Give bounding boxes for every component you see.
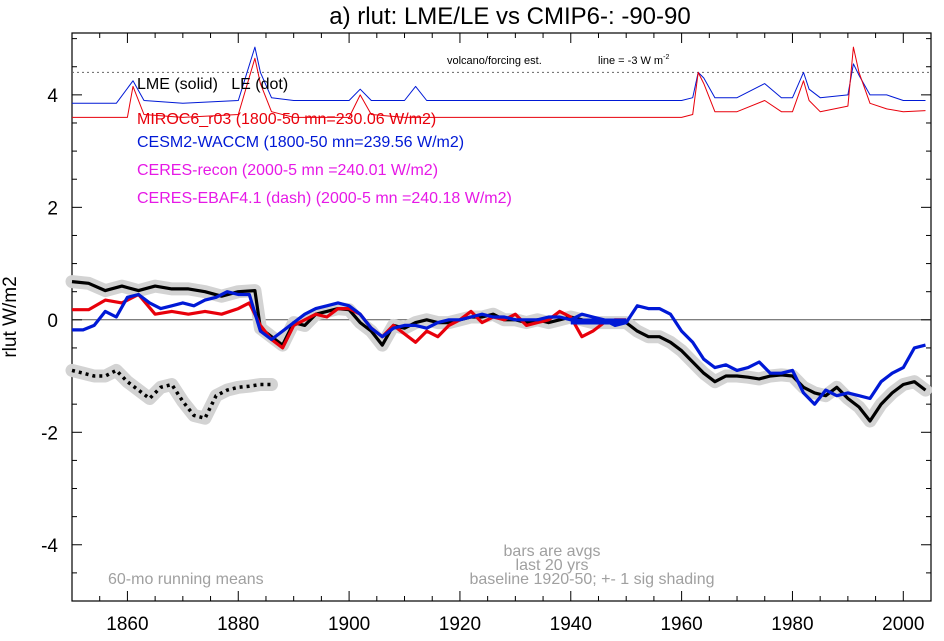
bars-note-2: last 20 yrs [516,557,589,574]
x-tick-label: 1860 [106,614,148,635]
y-tick-label: -2 [41,423,58,444]
y-tick-label: 2 [47,198,58,219]
legend-entry-miroc: MIROC6_r03 (1800-50 mn=230.06 W/m2) [137,111,436,128]
x-tick-label: 1900 [328,614,370,635]
legend-entry-ceres-recon: CERES-recon (2000-5 mn =240.01 W/m2) [137,162,438,179]
forcing-line-volcano-forcing-est-cesm [72,46,926,104]
bars-note-1: bars are avgs [504,543,601,560]
forcing-lines [72,46,926,118]
plot-area: 1860 1880 1900 1920 1940 1960 1980 2000 -4 -2 0 2 4 [41,32,932,635]
chart-title: a) rlut: LME/LE vs CMIP6-: -90-90 [329,3,690,30]
x-tick-label: 1980 [771,614,813,635]
plot-frame [71,32,932,602]
x-tick-label: 1940 [550,614,592,635]
volcano-line-text: line = -3 W m [598,55,663,67]
running-mean-note: 60-mo running means [108,571,264,588]
volcano-label: volcano/forcing est. [447,55,542,67]
series-line-cesm2-waccm [72,290,926,406]
y-axis-label: rlut W/m2 [0,276,21,357]
series-line-miroc6-r03 [72,292,627,350]
legend: LME (solid) LE (dot) MIROC6_r03 (1800-50… [137,76,512,207]
legend-entry-ceres-ebaf: CERES-EBAF4.1 (dash) (2000-5 mn =240.18 … [137,190,512,207]
x-tick-label: 1960 [660,614,702,635]
y-tick-label: 0 [47,311,58,332]
legend-entry-cesm: CESM2-WACCM (1800-50 mn=239.56 W/m2) [137,134,464,151]
volcano-line-label: line = -3 W m-2 [598,54,669,67]
x-tick-label: 2000 [882,614,924,635]
series-lines [71,280,927,423]
x-tick-label: 1880 [217,614,259,635]
volcano-line-sup: -2 [663,54,669,61]
forcing-line-volcano-forcing-est-miroc [72,46,926,118]
axis-ticks: 1860 1880 1900 1920 1940 1960 1980 2000 -4 -2 0 2 4 [41,33,932,635]
x-tick-label: 1920 [439,614,481,635]
y-tick-label: 4 [47,86,58,107]
y-tick-label: -4 [41,536,58,557]
shade-le-dot [65,363,278,425]
baseline-note: baseline 1920-50; +- 1 sig shading [469,571,714,588]
legend-entry-lme: LME (solid) LE (dot) [137,76,288,93]
annotations: volcano/forcing est. line = -3 W m-2 bar… [108,54,715,588]
